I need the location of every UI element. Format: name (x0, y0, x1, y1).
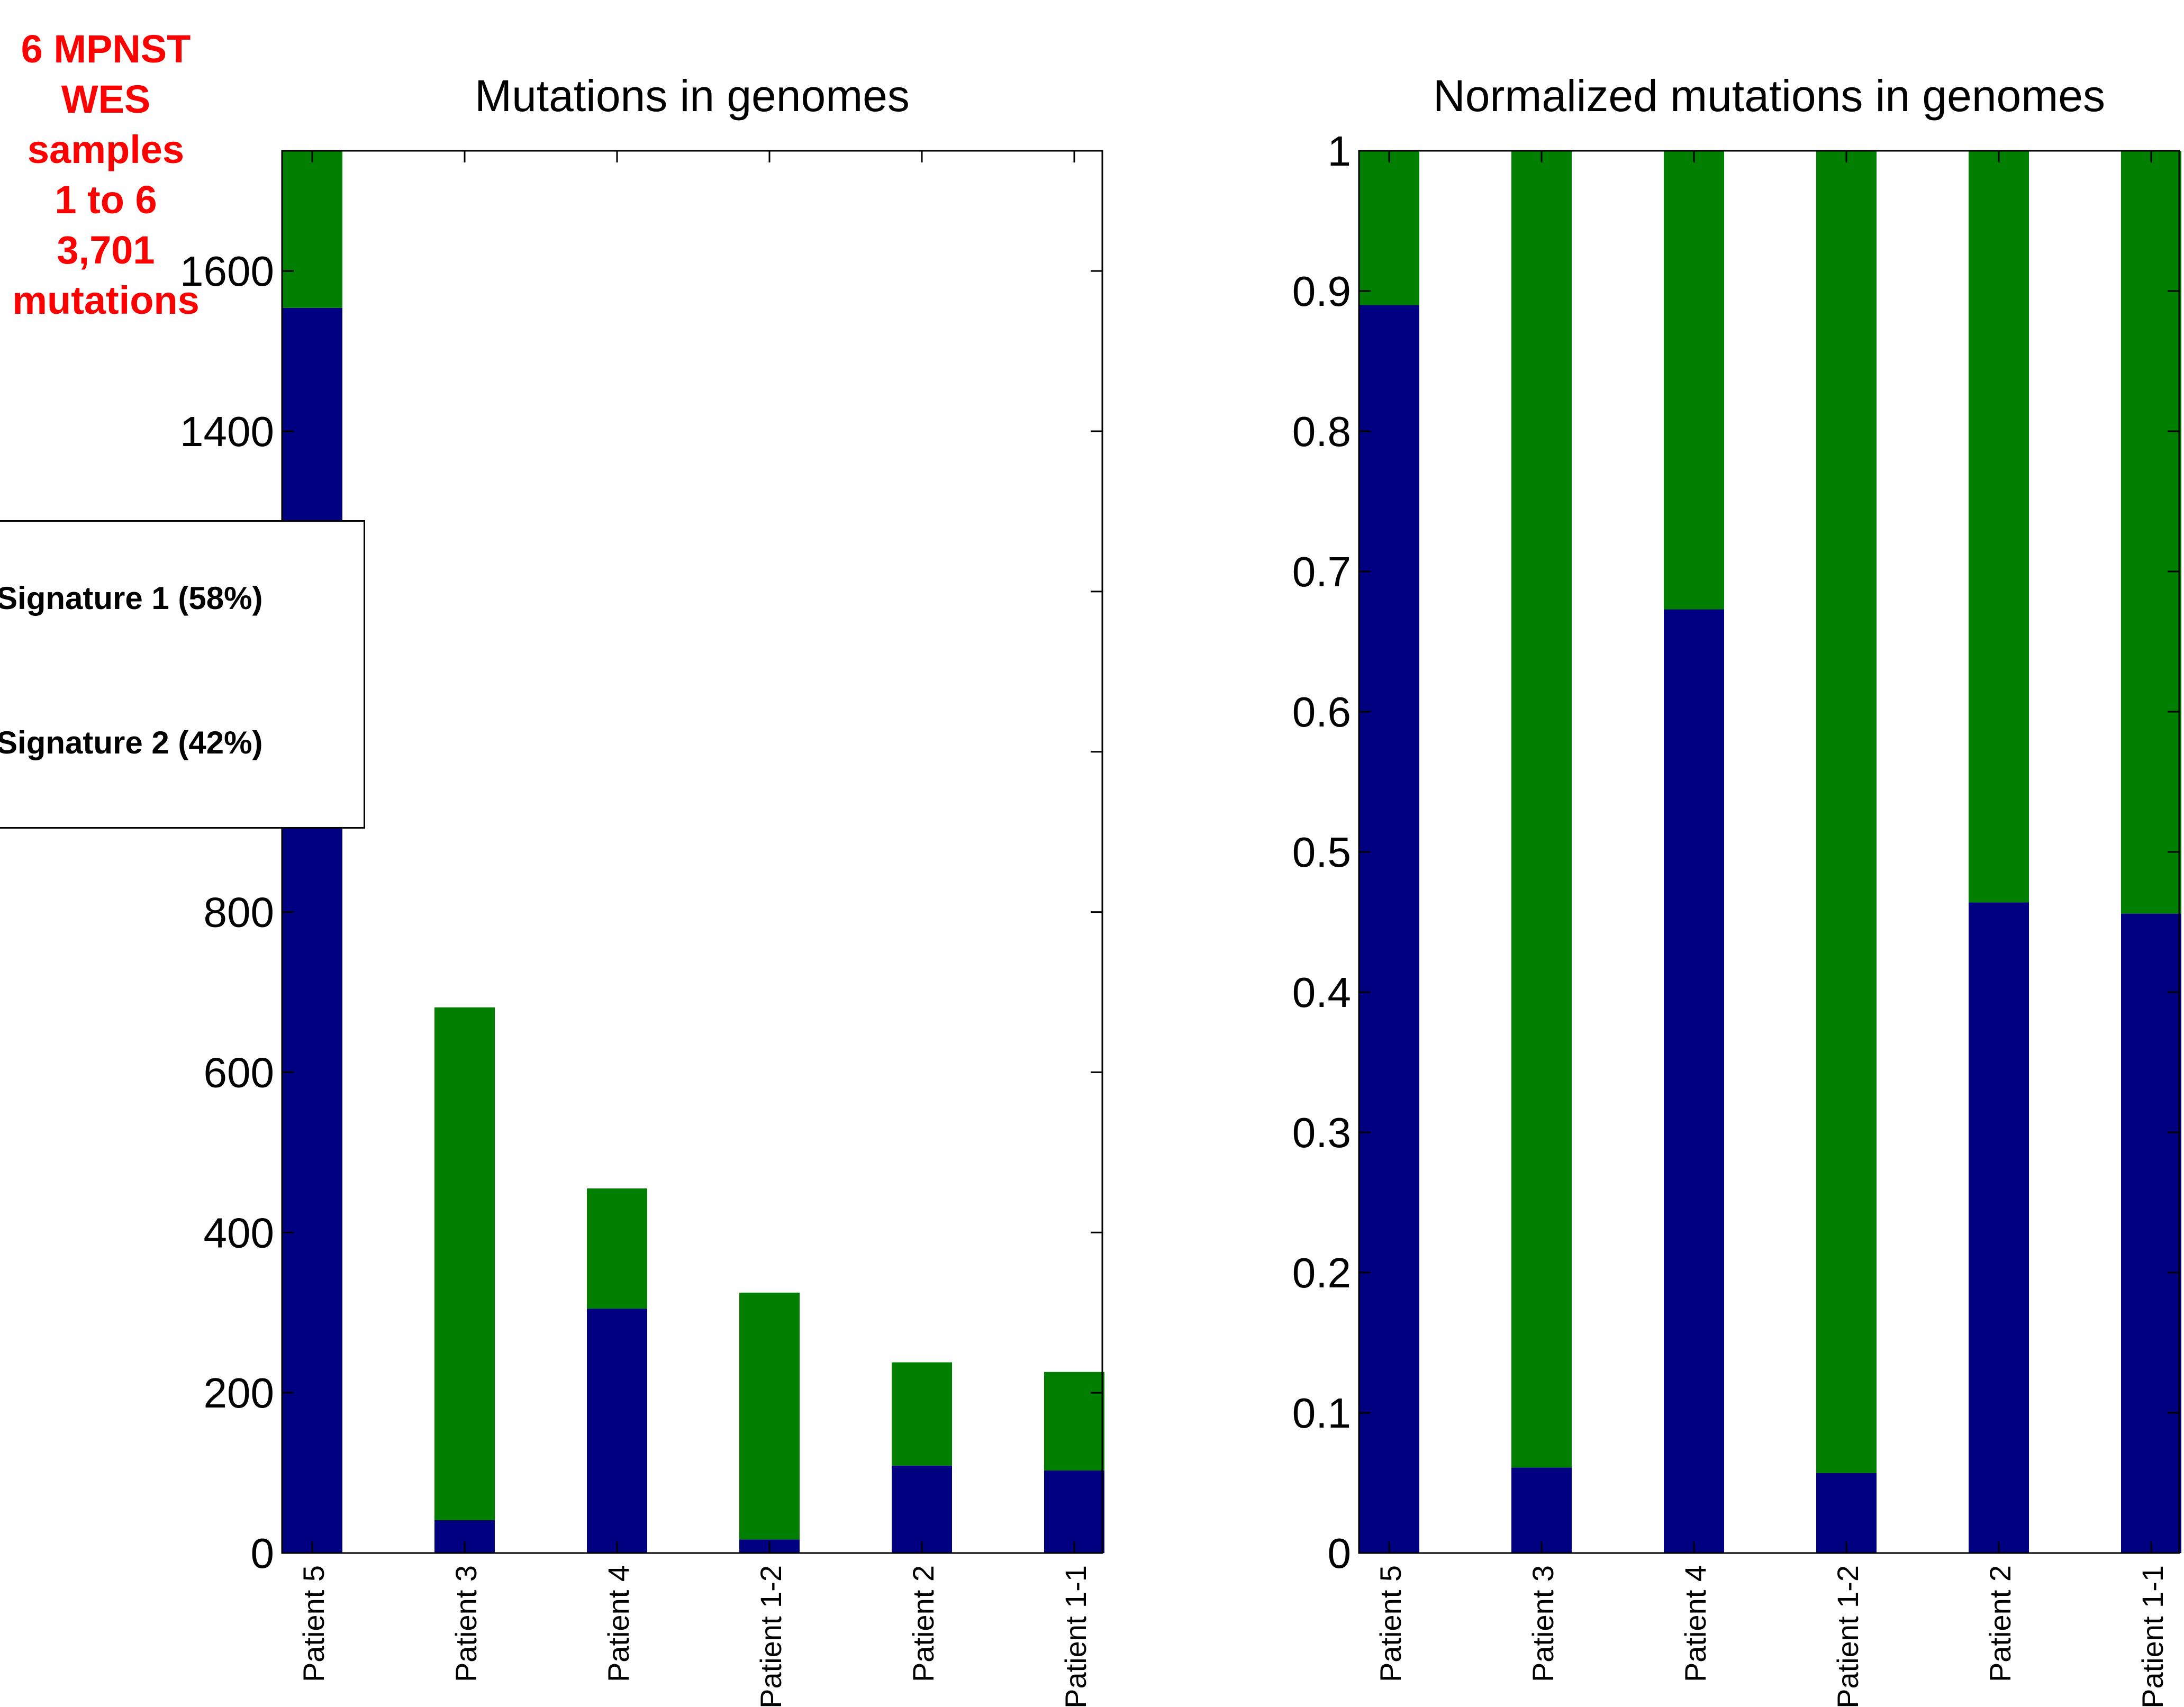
bar-segment-signature-1 (892, 1465, 952, 1553)
y-tick-label: 0.9 (1292, 268, 1351, 315)
y-tick-label: 0.7 (1292, 548, 1351, 595)
bar-segment-signature-1 (587, 1309, 647, 1553)
y-tick-label: 0.5 (1292, 829, 1351, 876)
y-tick-label: 0.6 (1292, 688, 1351, 736)
annotation-line: mutations (12, 278, 200, 322)
chart-title: Mutations in genomes (475, 71, 910, 121)
y-tick-label: 0.4 (1292, 969, 1351, 1016)
x-tick-label: Patient 5 (297, 1565, 330, 1682)
annotation-line: WES (61, 77, 151, 121)
legend-item-signature-1: Signature 1 (58%) (0, 580, 263, 616)
bar-segment-signature-2 (282, 151, 342, 308)
bar-segment-signature-1 (1816, 1473, 1877, 1553)
x-tick-label: Patient 2 (907, 1565, 940, 1682)
x-tick-label: Patient 2 (1983, 1565, 2017, 1682)
y-tick-label: 0.2 (1292, 1249, 1351, 1296)
bar-segment-signature-2 (892, 1362, 952, 1466)
annotation-line: 1 to 6 (55, 178, 157, 222)
y-tick-label: 1600 (180, 248, 274, 295)
y-tick-label: 0 (251, 1530, 275, 1577)
x-tick-label: Patient 5 (1374, 1565, 1407, 1682)
x-tick-label: Patient 3 (1526, 1565, 1560, 1682)
bar-segment-signature-2 (1816, 151, 1877, 1473)
x-tick-label: Patient 1-2 (754, 1565, 787, 1707)
bar-segment-signature-1 (1044, 1470, 1104, 1553)
bar-segment-signature-1 (1969, 902, 2029, 1553)
x-tick-label: Patient 1-1 (1059, 1565, 1092, 1707)
bar-segment-signature-1 (2121, 913, 2181, 1553)
chart-title: Normalized mutations in genomes (1433, 71, 2105, 121)
y-tick-label: 800 (204, 889, 274, 936)
bar-segment-signature-2 (1511, 151, 1572, 1468)
x-tick-label: Patient 4 (1679, 1565, 1712, 1682)
bar-segment-signature-2 (1359, 151, 1419, 305)
plot-frame (1358, 150, 2180, 1554)
left-chart-mutations: Mutations in genomes Patient 5 Patient 3 Pa… (180, 71, 1104, 1707)
bar-segment-signature-1 (282, 307, 342, 1553)
bar-segment-signature-1 (1664, 609, 1724, 1553)
bar-segment-signature-2 (1044, 1372, 1104, 1471)
y-tick-label: 0.8 (1292, 408, 1351, 455)
x-tick-label: Patient 1-1 (2136, 1565, 2169, 1707)
x-tick-label: Patient 3 (449, 1565, 483, 1682)
y-tick-label: 0.1 (1292, 1390, 1351, 1437)
annotation-line: samples (27, 128, 185, 171)
x-tick-label: Patient 4 (602, 1565, 635, 1682)
x-tick-label: Patient 1-2 (1831, 1565, 1864, 1707)
bar-segment-signature-1 (1511, 1467, 1572, 1553)
bar-segment-signature-2 (587, 1188, 647, 1309)
bar-segment-signature-2 (739, 1292, 800, 1540)
bar-segment-signature-2 (1969, 151, 2029, 903)
bar-segment-signature-2 (2121, 151, 2181, 914)
legend: Signature 1 (58%) Signature 2 (42%) (0, 520, 365, 829)
y-tick-label: 400 (204, 1209, 274, 1256)
legend-item-signature-2: Signature 2 (42%) (0, 725, 263, 760)
bar-segment-signature-2 (434, 1007, 495, 1520)
annotation-line: 6 MPNST (21, 27, 191, 71)
y-tick-label: 0.3 (1292, 1109, 1351, 1156)
right-chart-normalized: Normalized mutations in genomes Patient 5… (1292, 71, 2181, 1707)
y-tick-label: 1 (1328, 128, 1352, 175)
y-tick-label: 200 (204, 1369, 274, 1417)
annotation-line: 3,701 (57, 228, 155, 272)
y-tick-label: 0 (1328, 1530, 1352, 1577)
y-tick-label: 1400 (180, 408, 274, 455)
bar-segment-signature-1 (1359, 305, 1419, 1553)
y-tick-label: 600 (204, 1049, 274, 1096)
plot-frame (281, 150, 1103, 1554)
bar-segment-signature-2 (1664, 151, 1724, 610)
